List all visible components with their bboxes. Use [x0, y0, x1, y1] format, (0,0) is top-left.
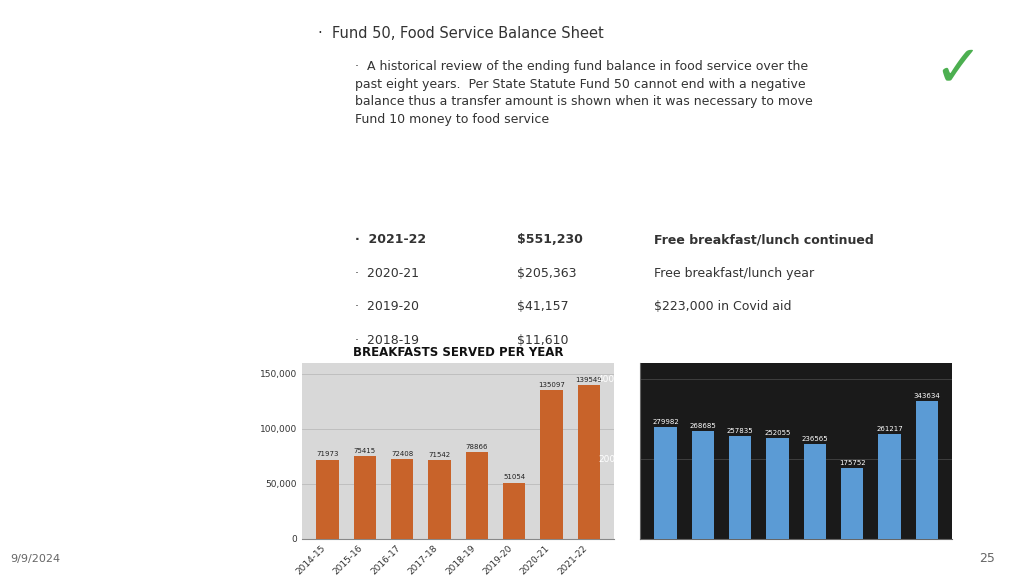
- Bar: [428, 460, 451, 539]
- Text: 139549: 139549: [575, 377, 602, 383]
- Text: $4,005 transfer necessary: $4,005 transfer necessary: [653, 467, 819, 480]
- Text: Free breakfast/lunch year: Free breakfast/lunch year: [653, 267, 814, 280]
- Text: $0: $0: [516, 467, 532, 480]
- Bar: [466, 452, 488, 539]
- Text: 268685: 268685: [689, 423, 716, 429]
- Bar: [353, 456, 376, 539]
- Text: ✓: ✓: [933, 40, 982, 97]
- Text: 135097: 135097: [539, 382, 565, 388]
- Text: ·  2020-21: · 2020-21: [355, 267, 419, 280]
- Text: ·  2019-20: · 2019-20: [355, 300, 419, 313]
- Text: 9/9/2024: 9/9/2024: [10, 554, 60, 563]
- Text: ·  A historical review of the ending fund balance in food service over the
past : · A historical review of the ending fund…: [355, 60, 813, 126]
- Text: 71542: 71542: [428, 452, 451, 458]
- Bar: [804, 444, 826, 539]
- Text: 71973: 71973: [316, 452, 339, 457]
- Text: 236565: 236565: [802, 436, 828, 442]
- Bar: [541, 390, 563, 539]
- Text: 343634: 343634: [913, 393, 940, 399]
- Text: $7,586 transfer necessary: $7,586 transfer necessary: [653, 400, 819, 414]
- Text: 175752: 175752: [839, 460, 865, 467]
- Text: $41,157: $41,157: [516, 300, 568, 313]
- Bar: [729, 435, 752, 539]
- Bar: [316, 460, 339, 539]
- Text: $11,610: $11,610: [516, 334, 568, 347]
- Text: $551,230: $551,230: [516, 233, 583, 247]
- Text: 257835: 257835: [727, 427, 754, 434]
- Text: 252055: 252055: [764, 430, 791, 436]
- Text: ·  2016-17: · 2016-17: [355, 400, 419, 414]
- Bar: [841, 468, 863, 539]
- Text: 279982: 279982: [652, 419, 679, 425]
- Text: ·  2021-22: · 2021-22: [355, 233, 426, 247]
- Text: $0: $0: [516, 400, 532, 414]
- Bar: [879, 434, 901, 539]
- Text: ·  2017-18: · 2017-18: [355, 367, 420, 380]
- Bar: [915, 401, 938, 539]
- Text: ·  2014-15: · 2014-15: [355, 467, 419, 480]
- Title: BREAKFASTS SERVED PER YEAR: BREAKFASTS SERVED PER YEAR: [353, 346, 563, 359]
- Bar: [578, 385, 600, 539]
- Text: Free breakfast/lunch continued: Free breakfast/lunch continued: [653, 233, 873, 247]
- Text: ·  Fund 50, Food Service Balance Sheet: · Fund 50, Food Service Balance Sheet: [317, 26, 603, 41]
- Text: $45,824: $45,824: [516, 367, 568, 380]
- Title: LUNCHES SERVED PER YEAR: LUNCHES SERVED PER YEAR: [702, 346, 890, 359]
- Text: $205,363: $205,363: [516, 267, 577, 280]
- Text: ·  2018-19: · 2018-19: [355, 334, 419, 347]
- Text: $223,000 in Covid aid: $223,000 in Covid aid: [653, 300, 792, 313]
- Bar: [503, 483, 525, 539]
- Text: 51054: 51054: [503, 474, 525, 480]
- Text: 25: 25: [979, 552, 995, 564]
- Bar: [766, 438, 788, 539]
- Text: 75415: 75415: [353, 448, 376, 453]
- Bar: [391, 459, 414, 539]
- Text: 72408: 72408: [391, 451, 414, 457]
- Bar: [691, 431, 714, 539]
- Text: ·  2015-16: · 2015-16: [355, 434, 419, 447]
- Bar: [654, 427, 677, 539]
- Text: 78866: 78866: [466, 444, 488, 450]
- Text: $0: $0: [516, 434, 532, 447]
- Text: Fund 50
Food Service
Account: Fund 50 Food Service Account: [36, 227, 227, 335]
- Text: 261217: 261217: [877, 426, 903, 432]
